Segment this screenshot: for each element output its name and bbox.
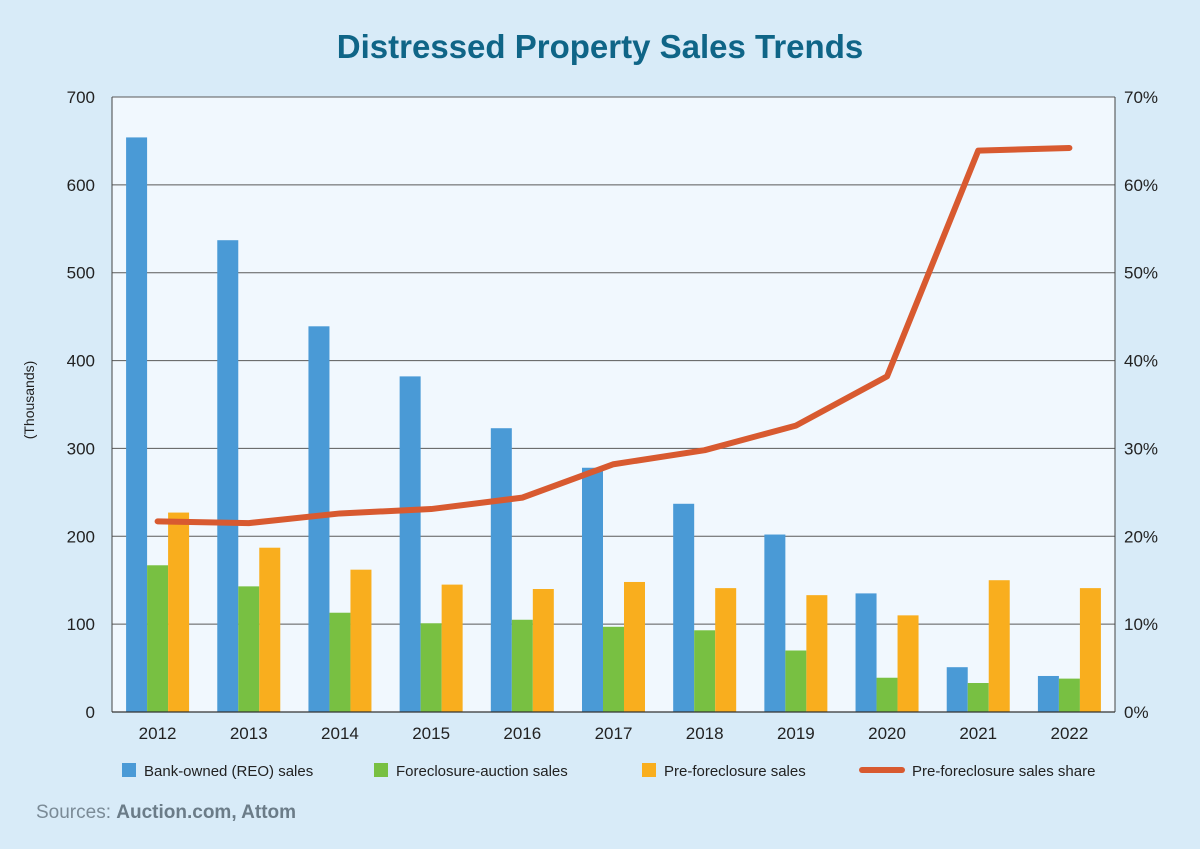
y-tick-label: 300 [67,439,95,458]
bar [308,326,330,712]
x-tick-label: 2014 [321,724,359,743]
chart-title: Distressed Property Sales Trends [336,28,864,65]
y-tick-label: 400 [67,352,95,371]
y2-tick-label: 0% [1124,703,1149,722]
y2-tick-label: 40% [1124,352,1158,371]
share-line [154,144,1073,527]
y-tick-label: 600 [67,176,95,195]
legend-swatch [122,763,136,777]
bar [1058,678,1080,712]
legend: Bank-owned (REO) sales Foreclosure-auctio… [122,763,1095,780]
y-tick-label: 200 [67,527,95,546]
bars [126,137,1101,712]
y-tick-label: 100 [67,615,95,634]
bar [1037,675,1059,712]
bar [126,137,148,712]
bar [673,503,695,712]
x-tick-label: 2012 [139,724,177,743]
bar [855,593,877,712]
bar [168,512,190,712]
bar [511,619,533,712]
x-tick-label: 2018 [686,724,724,743]
bar [399,376,421,712]
legend-label: Foreclosure-auction sales [396,763,568,780]
bar [217,240,239,712]
bar [946,667,968,712]
bar [238,586,260,712]
bar [988,580,1010,712]
y-axis-label: (Thousands) [21,361,37,440]
bar [603,626,624,712]
bar [329,612,351,712]
bar [806,595,828,712]
axes: 0 0% 100 10% 200 20% 300 30% 400 40% 500 50% 600 60% 7… [67,88,1158,743]
y-tick-label: 500 [67,264,95,283]
y2-tick-label: 20% [1124,527,1158,546]
bar [532,589,554,712]
source-label: Sources: [36,802,117,823]
legend-label: Pre-foreclosure sales share [912,763,1095,780]
x-tick-label: 2015 [412,724,450,743]
y2-tick-label: 50% [1124,264,1158,283]
source-names: Auction.com, Attom [116,802,297,823]
bar [876,677,898,712]
legend-label: Pre-foreclosure sales [664,763,806,780]
x-tick-label: 2022 [1050,724,1088,743]
bar [420,623,442,712]
legend-swatch [642,763,656,777]
x-tick-label: 2017 [595,724,633,743]
bar [147,565,169,712]
grid-lines [112,96,1115,713]
bar [785,650,807,712]
x-tick-label: 2016 [503,724,541,743]
y-tick-label: 700 [67,88,95,107]
bar [582,467,603,712]
legend-label: Bank-owned (REO) sales [144,763,313,780]
legend-swatch [374,763,388,777]
bar [694,630,716,712]
bar [715,588,737,712]
bar [897,615,919,712]
x-tick-label: 2020 [868,724,906,743]
y2-tick-label: 60% [1124,176,1158,195]
y2-tick-label: 30% [1124,439,1158,458]
bar [441,584,463,712]
x-tick-label: 2021 [959,724,997,743]
bar [764,534,786,712]
bar [624,581,645,712]
bar [1079,588,1101,712]
x-tick-label: 2013 [230,724,268,743]
bar [350,569,372,712]
y2-tick-label: 70% [1124,88,1158,107]
bar [259,547,281,712]
bar [967,683,989,712]
x-tick-label: 2019 [777,724,815,743]
y-tick-label: 0 [86,703,95,722]
bar [490,428,512,712]
source-note: Sources: Auction.com, Attom [36,802,296,824]
share-line-path [154,144,1073,527]
y2-tick-label: 10% [1124,615,1158,634]
